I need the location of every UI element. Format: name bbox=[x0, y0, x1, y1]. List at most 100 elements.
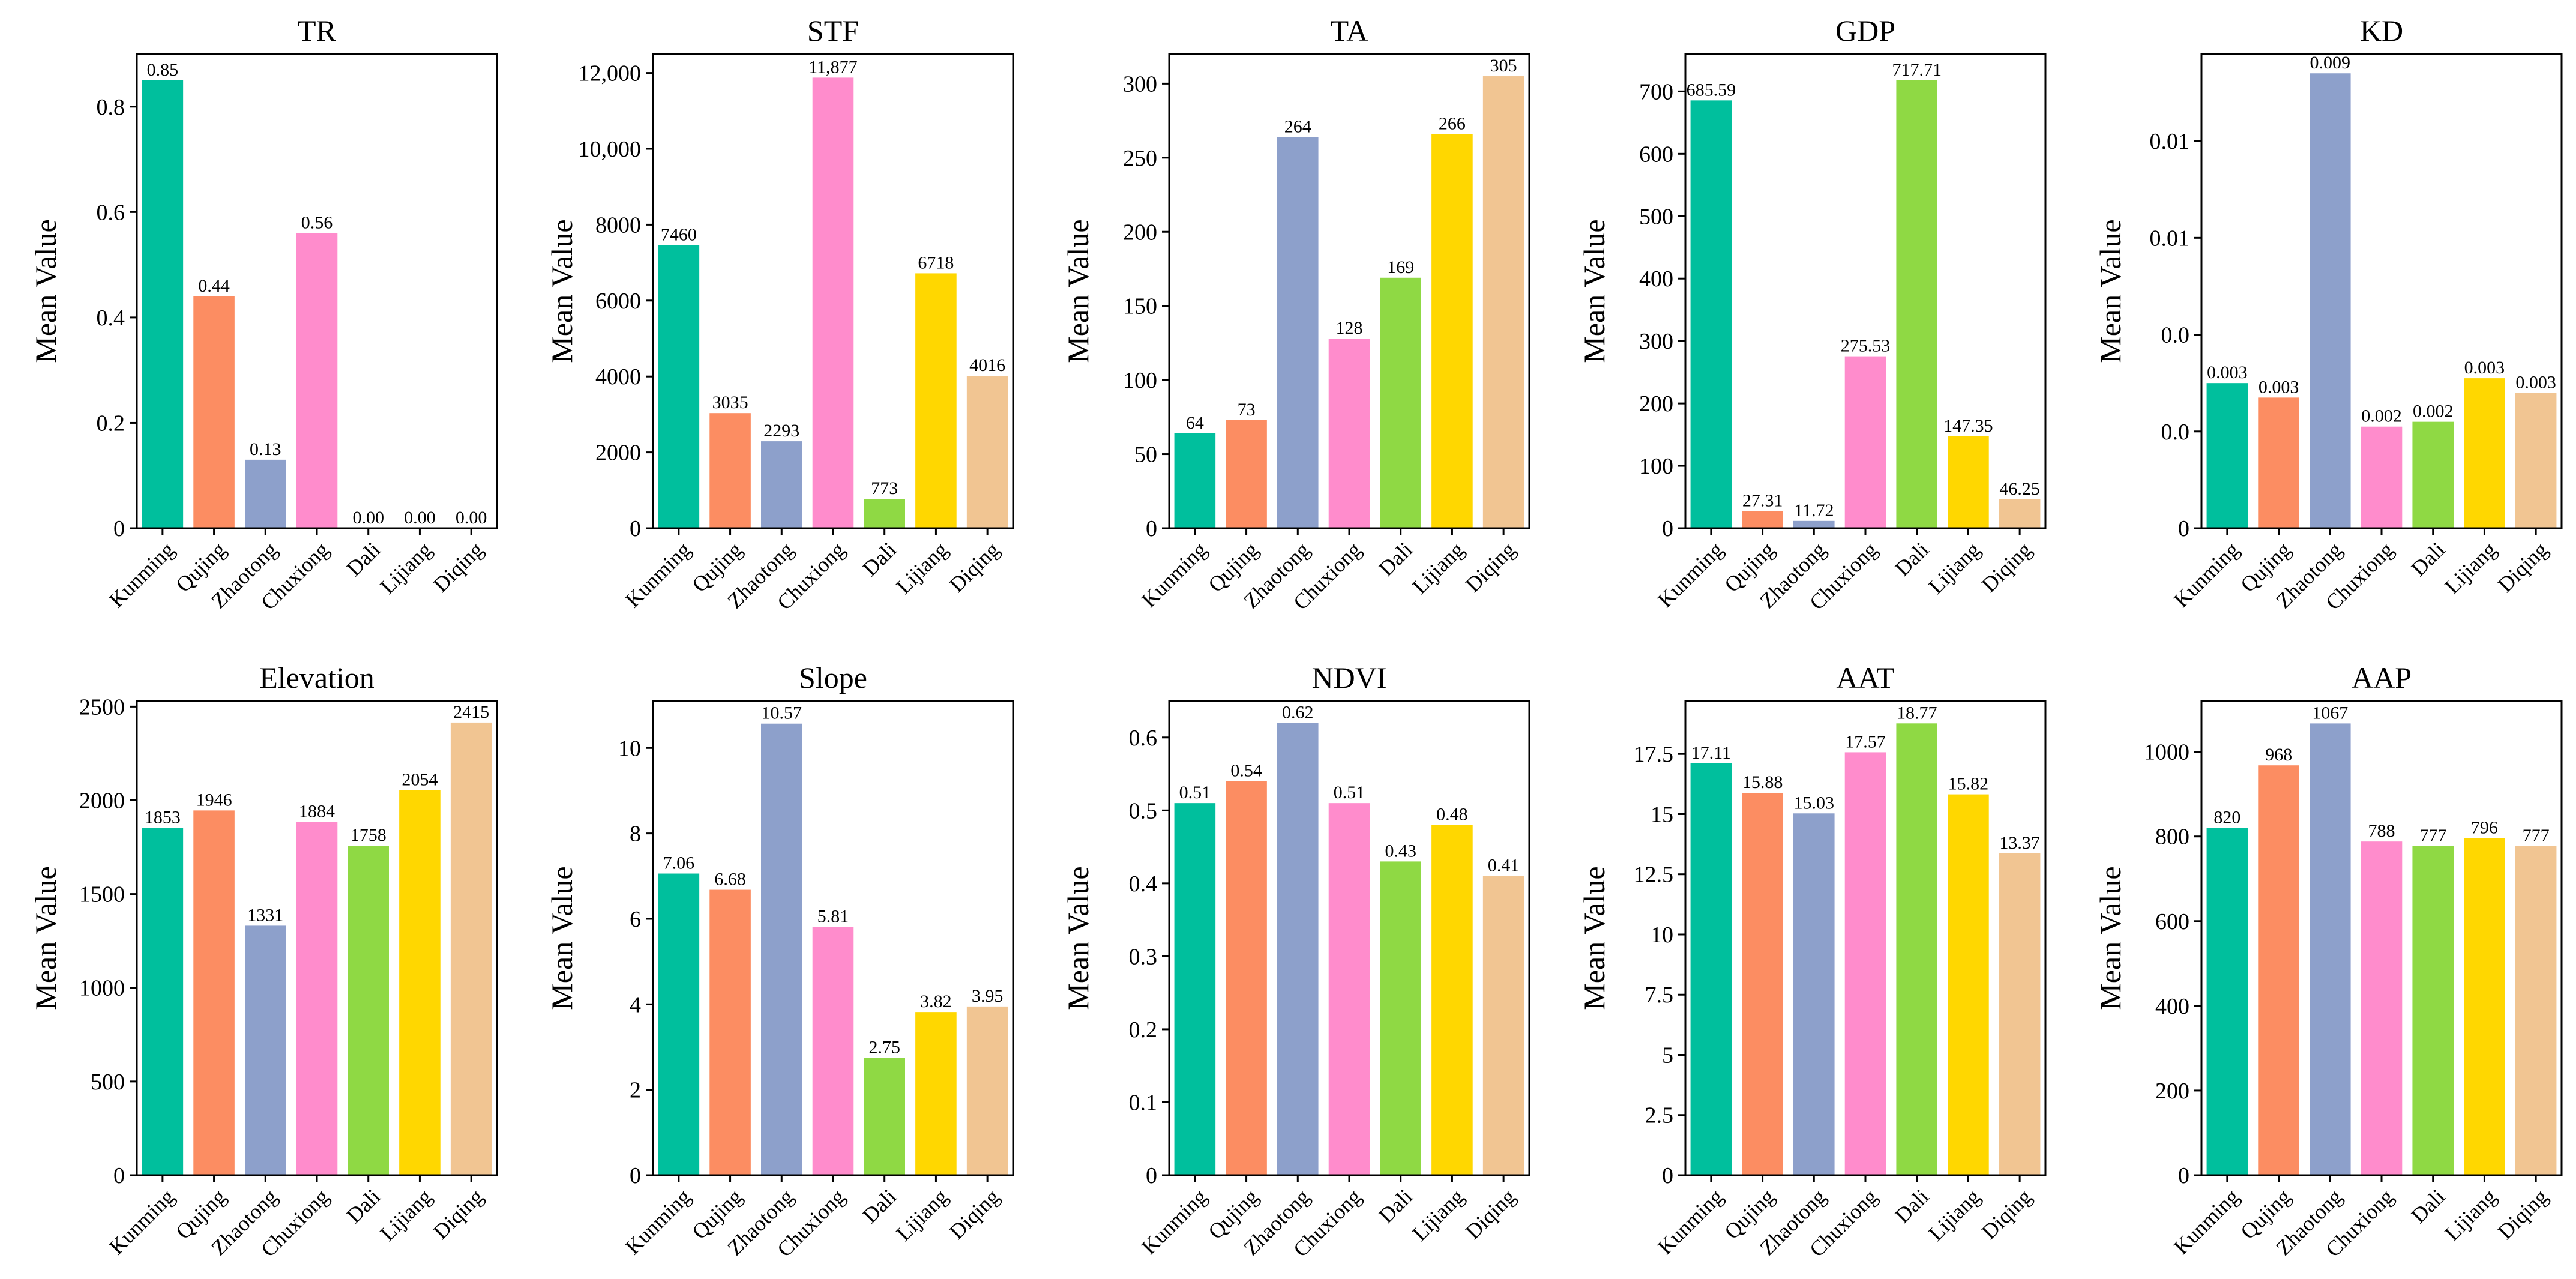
bar-slope-lijiang bbox=[915, 1012, 957, 1175]
bar-slope-qujing bbox=[709, 889, 751, 1175]
bar-aat-diqing bbox=[1999, 853, 2041, 1175]
data-label-ndvi-dali: 0.43 bbox=[1385, 841, 1416, 861]
data-label-ndvi-qujing: 0.54 bbox=[1230, 761, 1262, 781]
bar-kd-zhaotong bbox=[2310, 73, 2351, 529]
bar-ndvi-zhaotong bbox=[1277, 723, 1319, 1175]
y-tick-label-aat-3: 7.5 bbox=[1645, 983, 1674, 1008]
bar-aat-chuxiong bbox=[1844, 752, 1886, 1175]
bar-aap-zhaotong bbox=[2310, 723, 2351, 1175]
y-tick-label-tr-1: 0.2 bbox=[97, 411, 125, 436]
x-tick-label-gdp-dali: Dali bbox=[1890, 537, 1933, 580]
data-label-aat-qujing: 15.88 bbox=[1742, 772, 1783, 792]
data-label-kd-chuxiong: 0.002 bbox=[2361, 406, 2402, 426]
y-tick-label-tr-3: 0.6 bbox=[97, 200, 125, 225]
y-tick-label-slope-1: 2 bbox=[630, 1078, 641, 1103]
x-tick-label-slope-diqing: Diqing bbox=[945, 1184, 1004, 1244]
data-label-stf-lijiang: 6718 bbox=[918, 253, 954, 272]
bar-slope-diqing bbox=[966, 1006, 1008, 1175]
bar-elevation-lijiang bbox=[399, 790, 441, 1175]
y-tick-label-kd-0: 0 bbox=[2178, 516, 2189, 541]
bar-aat-lijiang bbox=[1948, 794, 1989, 1175]
y-tick-label-elevation-0: 0 bbox=[113, 1163, 125, 1188]
data-label-elevation-qujing: 1946 bbox=[196, 790, 232, 810]
bar-elevation-kunming bbox=[142, 828, 184, 1175]
chart-title-aap: AAP bbox=[2352, 661, 2412, 694]
y-tick-label-aap-3: 600 bbox=[2155, 909, 2189, 934]
plot-frame-gdp bbox=[1684, 53, 2047, 529]
data-label-slope-diqing: 3.95 bbox=[972, 986, 1004, 1006]
data-label-elevation-dali: 1758 bbox=[351, 825, 387, 845]
chart-title-ta: TA bbox=[1331, 14, 1368, 47]
bar-kd-kunming bbox=[2206, 383, 2248, 528]
data-label-stf-qujing: 3035 bbox=[712, 393, 748, 412]
bar-aap-kunming bbox=[2206, 828, 2248, 1175]
data-label-aat-zhaotong: 15.03 bbox=[1794, 793, 1835, 813]
bar-elevation-zhaotong bbox=[245, 925, 286, 1175]
data-label-elevation-kunming: 1853 bbox=[145, 807, 181, 827]
y-tick-label-stf-2: 4000 bbox=[595, 364, 641, 390]
x-tick-label-gdp-diqing: Diqing bbox=[1977, 537, 2036, 597]
bar-elevation-qujing bbox=[193, 810, 235, 1175]
y-axis-label-elevation: Mean Value bbox=[29, 866, 62, 1010]
bar-stf-zhaotong bbox=[761, 441, 802, 528]
bar-kd-lijiang bbox=[2464, 378, 2505, 528]
y-axis-label-ndvi: Mean Value bbox=[1061, 866, 1095, 1010]
data-label-kd-dali: 0.002 bbox=[2413, 402, 2454, 421]
bar-ta-zhaotong bbox=[1277, 137, 1319, 528]
y-tick-label-kd-2: 0.0 bbox=[2161, 323, 2190, 348]
data-label-gdp-qujing: 27.31 bbox=[1742, 491, 1783, 511]
bar-gdp-dali bbox=[1896, 80, 1937, 528]
y-axis-label-kd: Mean Value bbox=[2093, 219, 2127, 363]
data-label-gdp-kunming: 685.59 bbox=[1687, 80, 1736, 100]
bar-ndvi-dali bbox=[1380, 861, 1421, 1175]
y-tick-label-ta-2: 100 bbox=[1123, 368, 1157, 393]
x-tick-label-aat-diqing: Diqing bbox=[1977, 1184, 2036, 1244]
y-tick-label-ndvi-4: 0.4 bbox=[1129, 871, 1158, 897]
data-label-elevation-diqing: 2415 bbox=[453, 702, 489, 722]
bar-aap-qujing bbox=[2258, 765, 2299, 1175]
bar-aap-diqing bbox=[2515, 846, 2557, 1175]
bar-stf-chuxiong bbox=[812, 77, 854, 528]
y-tick-label-slope-2: 4 bbox=[630, 992, 641, 1017]
data-label-tr-chuxiong: 0.56 bbox=[301, 212, 333, 232]
y-tick-label-elevation-3: 1500 bbox=[79, 882, 125, 907]
y-tick-label-gdp-2: 200 bbox=[1639, 391, 1673, 417]
data-label-elevation-zhaotong: 1331 bbox=[247, 905, 283, 925]
y-tick-label-aat-5: 12.5 bbox=[1634, 862, 1674, 888]
y-tick-label-elevation-4: 2000 bbox=[79, 788, 125, 813]
data-label-aat-lijiang: 15.82 bbox=[1948, 774, 1989, 794]
y-tick-label-ndvi-3: 0.3 bbox=[1129, 944, 1158, 969]
data-label-kd-diqing: 0.003 bbox=[2515, 372, 2556, 392]
bar-gdp-kunming bbox=[1690, 100, 1732, 529]
bar-stf-lijiang bbox=[915, 273, 957, 528]
y-tick-label-ta-5: 250 bbox=[1123, 146, 1157, 171]
bar-gdp-chuxiong bbox=[1844, 356, 1886, 528]
bar-ta-chuxiong bbox=[1328, 339, 1370, 528]
x-tick-label-gdp-lijiang: Lijiang bbox=[1924, 537, 1985, 598]
y-tick-label-ndvi-0: 0 bbox=[1146, 1163, 1157, 1188]
chart-title-aat: AAT bbox=[1836, 661, 1894, 694]
data-label-aat-diqing: 13.37 bbox=[1999, 833, 2040, 853]
data-label-ta-lijiang: 266 bbox=[1439, 113, 1466, 133]
plot-frame-elevation bbox=[136, 700, 498, 1176]
data-label-tr-diqing: 0.00 bbox=[456, 508, 487, 528]
data-label-tr-dali: 0.00 bbox=[352, 508, 384, 528]
data-label-stf-chuxiong: 11,877 bbox=[808, 57, 857, 77]
x-tick-label-ndvi-dali: Dali bbox=[1374, 1184, 1417, 1227]
plot-frame-aap bbox=[2200, 700, 2563, 1176]
bar-kd-diqing bbox=[2515, 393, 2557, 528]
bar-stf-dali bbox=[864, 499, 905, 528]
y-tick-label-ndvi-6: 0.6 bbox=[1129, 726, 1158, 751]
x-tick-label-ndvi-kunming: Kunming bbox=[1137, 1184, 1211, 1259]
y-tick-label-ta-6: 300 bbox=[1123, 71, 1157, 97]
bar-slope-zhaotong bbox=[761, 723, 802, 1175]
x-tick-label-kd-diqing: Diqing bbox=[2493, 537, 2553, 597]
plot-frame-kd bbox=[2200, 53, 2563, 529]
x-tick-label-stf-diqing: Diqing bbox=[945, 537, 1004, 597]
bar-slope-dali bbox=[864, 1058, 905, 1175]
data-label-ndvi-zhaotong: 0.62 bbox=[1282, 702, 1314, 722]
